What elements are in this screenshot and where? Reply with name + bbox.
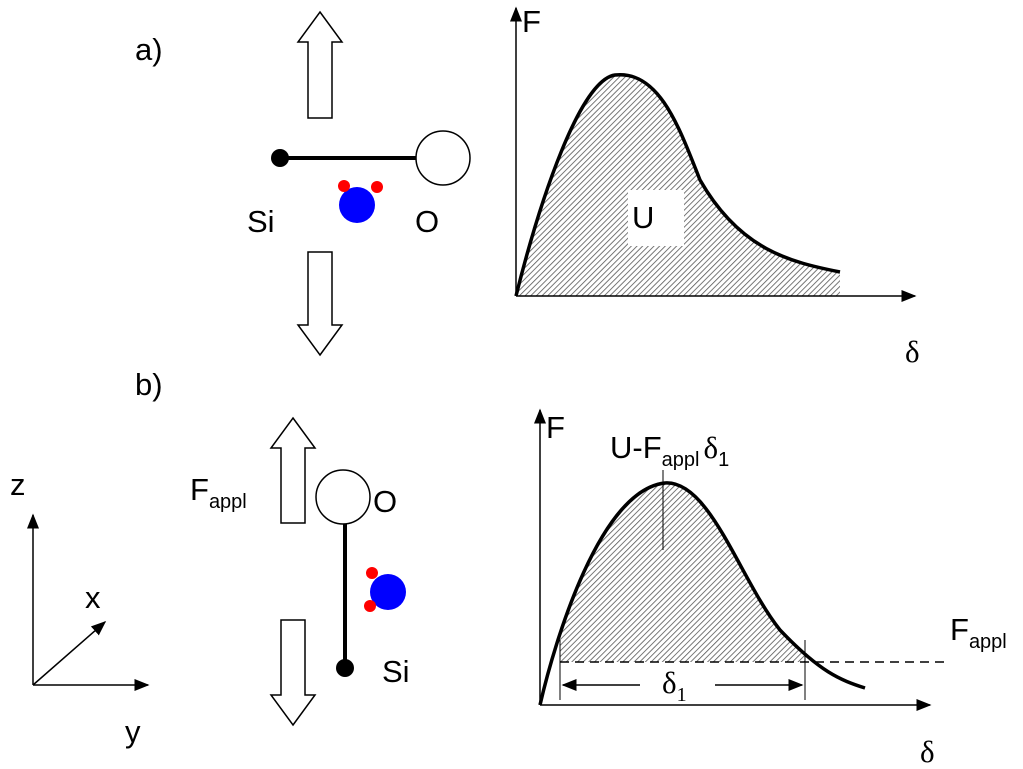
area-sub: appl [662, 449, 700, 471]
si-atom [336, 659, 354, 677]
arrow-down [269, 619, 317, 727]
force-main: F [190, 472, 209, 507]
axis-label: F [546, 410, 565, 445]
si-atom [271, 149, 289, 167]
axis-label: z [10, 467, 26, 502]
arrow-up [296, 10, 344, 119]
energy-area [560, 482, 805, 662]
water-hydrogen [366, 567, 378, 579]
area-main: U-F [610, 430, 662, 465]
axis-label: δ [905, 334, 920, 369]
force-line-sub: appl [969, 631, 1007, 653]
water-hydrogen [338, 180, 350, 192]
width-symbol: δ [662, 665, 677, 700]
area-symbol-sub: 1 [718, 449, 729, 471]
area-label: U [632, 200, 654, 235]
label-box [628, 190, 684, 246]
force-line-label: Fappl [950, 612, 1007, 653]
width-sub: 1 [677, 684, 687, 706]
area-label: U-Fappl δ1 [610, 430, 729, 471]
force-line-main: F [950, 612, 969, 647]
arrow-down [296, 251, 344, 357]
arrow-up [269, 416, 317, 524]
force-sub: appl [209, 491, 247, 513]
panel-label: a) [135, 32, 163, 67]
axis-label: δ [920, 734, 935, 769]
energy-area [516, 74, 840, 296]
force-label: Fappl [190, 472, 247, 513]
o-atom [315, 469, 371, 525]
x-axis [32, 621, 107, 686]
water-oxygen [339, 187, 375, 223]
axis-label: y [125, 714, 141, 749]
water-hydrogen [371, 181, 383, 193]
atom-label: Si [247, 204, 275, 239]
o-atom [415, 130, 471, 186]
area-symbol: δ [703, 430, 718, 465]
axis-label: F [522, 4, 541, 39]
force-curve [514, 73, 841, 297]
water-hydrogen [364, 600, 376, 612]
force-curve [538, 481, 866, 706]
atom-label: O [373, 484, 397, 519]
water-oxygen [370, 574, 406, 610]
atom-label: Si [382, 654, 410, 689]
width-label: δ1 [662, 665, 687, 706]
axis-label: x [85, 580, 101, 615]
atom-label: O [415, 204, 439, 239]
panel-label: b) [135, 367, 163, 402]
